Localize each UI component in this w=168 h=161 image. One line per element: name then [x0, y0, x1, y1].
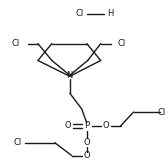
Text: O: O [65, 121, 71, 130]
Text: Cl: Cl [75, 9, 84, 18]
Text: O: O [102, 121, 109, 130]
Text: O: O [83, 138, 90, 147]
Text: Cl: Cl [158, 108, 166, 117]
Text: Cl: Cl [12, 39, 20, 48]
Text: Cl: Cl [118, 39, 126, 48]
Text: Cl: Cl [14, 138, 22, 147]
Text: P: P [84, 121, 89, 130]
Text: N: N [67, 71, 73, 80]
Text: O: O [83, 151, 90, 160]
Text: H: H [107, 9, 113, 18]
